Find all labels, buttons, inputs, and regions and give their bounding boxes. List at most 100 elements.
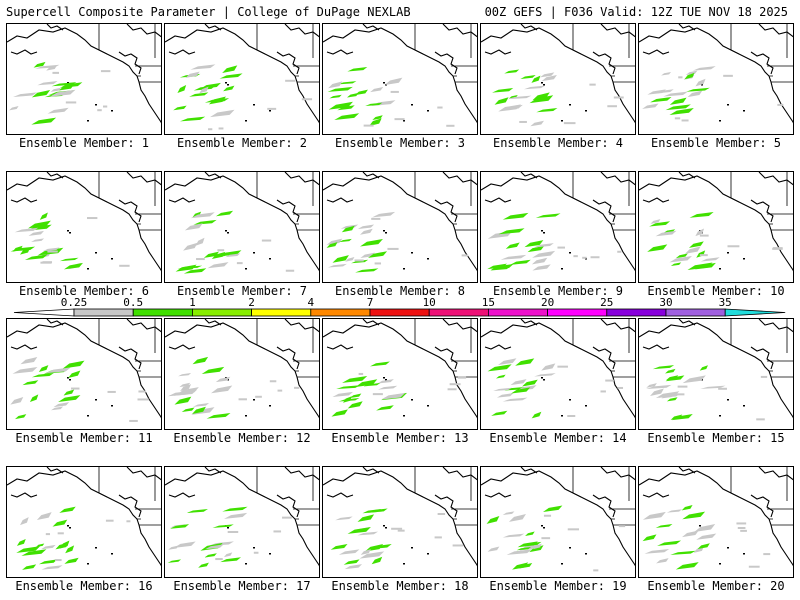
island — [719, 563, 721, 565]
scp-shading — [687, 90, 703, 98]
island — [385, 232, 387, 234]
scp-shading — [376, 405, 394, 411]
scp-shading — [365, 102, 383, 107]
scp-shading — [97, 109, 102, 112]
scp-shading — [179, 382, 191, 388]
scp-shading — [87, 217, 98, 220]
scp-shading — [331, 409, 348, 417]
coastline — [639, 467, 793, 567]
island — [385, 379, 387, 381]
scp-shading — [138, 390, 146, 393]
ensemble-member-map — [6, 23, 162, 135]
scp-shading — [209, 109, 235, 118]
scp-shading — [369, 544, 392, 550]
scp-shading — [40, 261, 52, 264]
ensemble-member-map — [480, 466, 636, 578]
island — [67, 525, 69, 527]
island — [95, 104, 97, 106]
scp-shading — [64, 557, 79, 564]
map-canvas — [323, 467, 477, 570]
scp-shading — [45, 533, 51, 536]
scp-shading — [59, 506, 76, 513]
scp-shading — [52, 71, 60, 74]
scp-shading — [51, 406, 64, 411]
scp-shading — [212, 524, 234, 528]
scp-shading — [652, 365, 675, 370]
scp-shading — [457, 376, 467, 379]
island — [427, 405, 429, 407]
scp-shading — [535, 213, 561, 218]
member-label: Ensemble Member: 20 — [647, 579, 785, 593]
scp-shading — [301, 98, 313, 101]
scp-shading — [665, 104, 691, 111]
island — [411, 104, 413, 106]
legend-swatch — [132, 308, 193, 317]
scp-shading — [492, 88, 514, 93]
coastline — [165, 172, 319, 272]
scp-shading — [452, 544, 464, 547]
scp-shading — [777, 103, 784, 106]
scp-shading — [657, 540, 682, 546]
scp-shading — [696, 533, 717, 540]
scp-shading — [447, 388, 457, 391]
scp-shading — [175, 264, 197, 272]
scp-shading — [642, 534, 657, 542]
island — [427, 110, 429, 112]
scp-shading — [36, 512, 52, 521]
scp-shading — [512, 562, 529, 570]
scp-shading — [344, 564, 363, 570]
scp-shading — [12, 245, 23, 252]
scp-shading — [170, 524, 190, 529]
member-label: Ensemble Member: 15 — [647, 431, 785, 445]
scp-shading — [372, 211, 396, 218]
scp-shading — [22, 380, 39, 386]
coastline — [165, 319, 319, 419]
scp-shading — [593, 569, 599, 572]
scp-shading — [217, 249, 225, 252]
scp-shading — [504, 69, 520, 74]
scp-shading — [532, 264, 551, 271]
scp-shading — [105, 519, 114, 522]
coastline — [7, 172, 161, 272]
scp-shading — [327, 86, 353, 92]
coastline — [165, 24, 319, 124]
scp-shading — [167, 559, 182, 563]
scp-shading — [65, 545, 75, 554]
scp-shading — [28, 220, 51, 229]
legend-tick-label: 0.5 — [123, 297, 143, 309]
scp-shading — [437, 513, 446, 516]
member-label: Ensemble Member: 12 — [173, 431, 311, 445]
scp-shading — [531, 411, 542, 419]
scp-shading — [678, 76, 683, 79]
island — [383, 525, 385, 527]
coastline — [639, 24, 793, 124]
scp-shading — [207, 262, 229, 269]
scp-shading — [649, 221, 671, 227]
coastline — [481, 172, 635, 272]
scp-shading — [541, 363, 556, 371]
scp-shading — [357, 531, 379, 536]
scp-shading — [589, 83, 596, 86]
scp-shading — [9, 106, 19, 111]
scp-shading — [437, 106, 443, 109]
scp-shading — [694, 523, 716, 532]
scp-shading — [190, 212, 215, 219]
scp-shading — [180, 384, 192, 392]
scp-shading — [736, 522, 747, 525]
island — [719, 268, 721, 270]
scp-shading — [224, 512, 248, 519]
member-label: Ensemble Member: 4 — [492, 136, 624, 150]
ensemble-member-map — [480, 171, 636, 283]
scp-shading — [360, 238, 383, 247]
scp-shading — [222, 65, 238, 73]
island — [111, 110, 113, 112]
member-label: Ensemble Member: 9 — [492, 284, 624, 298]
ensemble-member-map — [638, 23, 794, 135]
coastline — [7, 319, 161, 419]
island — [253, 547, 255, 549]
scp-shading — [282, 516, 292, 519]
state-borders — [572, 467, 635, 526]
legend-swatch — [547, 308, 608, 317]
member-label: Ensemble Member: 7 — [176, 284, 308, 298]
scp-shading — [689, 211, 714, 218]
